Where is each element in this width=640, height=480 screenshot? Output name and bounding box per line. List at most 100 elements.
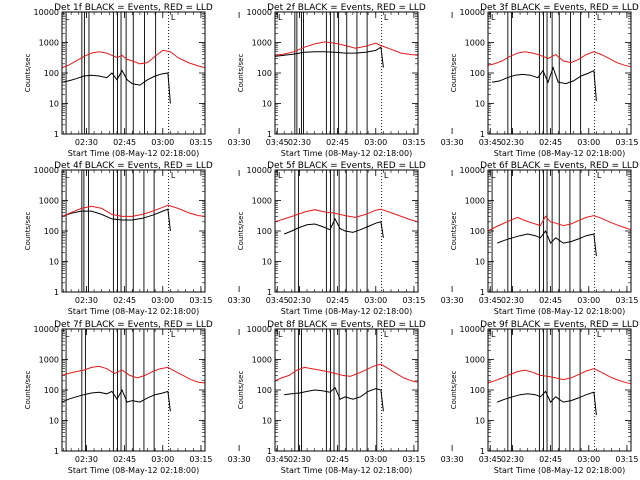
panel-det-7: Det 7f BLACK = Events, RED = LLD Counts/s… [24,320,289,475]
x-tick-label: 03:00 [151,455,174,464]
y-tick-label: 10 [49,100,59,109]
series-line-lld [487,215,632,232]
x-axis-label: Start Time (08-May-12 02:18:00) [494,466,625,475]
y-tick-label: 1000 [39,39,59,48]
marker-letter: L [278,171,283,180]
x-tick-label: 02:30 [288,455,311,464]
panel-det-4: Det 4f BLACK = Events, RED = LLD Counts/s… [24,161,289,316]
x-tick-label: 03:00 [577,455,600,464]
x-tick-label: 02:30 [75,455,98,464]
series-line-events [284,217,384,238]
series-line-events [61,69,171,104]
panel-det-6: Det 6f BLACK = Events, RED = LLD Counts/s… [450,161,639,316]
series-line-lld [61,365,206,384]
y-tick-label: 10000 [247,166,272,175]
x-axis-label: Start Time (08-May-12 02:18:00) [494,149,625,158]
marker-letter: L [65,13,70,22]
y-tick-label: 10 [262,417,272,426]
y-tick-label: 1 [267,447,272,456]
y-tick-label: 100 [44,227,59,236]
x-tick-label: 03:30 [441,138,464,147]
x-tick-label: 03:00 [364,296,387,305]
series-line-lld [61,49,206,69]
x-tick-label: 02:45 [113,296,136,305]
x-tick-label: 02:45 [539,455,562,464]
y-tick-label: 10 [475,417,485,426]
panel-title: Det 4f BLACK = Events, RED = LLD [54,161,213,171]
y-axis-label: Counts/sec [450,371,458,410]
x-tick-label: 03:45 [479,138,502,147]
y-tick-label: 10 [475,258,485,267]
x-tick-label: 02:30 [288,138,311,147]
y-tick-label: 1000 [465,356,485,365]
series-line-events [497,390,597,416]
y-tick-label: 1000 [39,197,59,206]
marker-letter: L [65,330,70,339]
y-tick-label: 10 [49,417,59,426]
y-tick-label: 1000 [252,197,272,206]
y-axis-label: Counts/sec [237,54,245,93]
y-tick-label: 100 [470,386,485,395]
x-tick-label: 03:30 [228,296,251,305]
x-tick-label: 02:45 [326,138,349,147]
panel-title: Det 3f BLACK = Events, RED = LLD [480,3,639,13]
marker-letter: L [491,330,496,339]
y-tick-label: 100 [257,69,272,78]
x-tick-label: 03:00 [364,138,387,147]
y-axis-label: Counts/sec [24,212,32,251]
x-tick-label: 03:00 [151,296,174,305]
plot-frame [487,328,632,452]
marker-letter: L [65,171,70,180]
y-tick-label: 1 [267,130,272,139]
marker-letter: L [278,13,283,22]
y-axis-label: Counts/sec [450,54,458,93]
y-tick-label: 100 [44,386,59,395]
x-axis-label: Start Time (08-May-12 02:18:00) [281,307,412,316]
series-line-lld [274,41,419,56]
x-tick-label: 02:30 [75,296,98,305]
x-tick-label: 02:45 [539,138,562,147]
marker-letter: L [384,330,389,339]
x-tick-label: 03:45 [266,138,289,147]
y-tick-label: 1 [480,447,485,456]
x-tick-label: 03:45 [266,455,289,464]
plot-frame [61,328,206,452]
x-tick-label: 03:15 [189,296,212,305]
y-tick-label: 10000 [34,166,59,175]
x-axis-label: Start Time (08-May-12 02:18:00) [68,307,199,316]
y-tick-label: 1000 [39,356,59,365]
x-tick-label: 03:15 [402,296,425,305]
x-tick-label: 03:15 [402,138,425,147]
y-tick-label: 10000 [460,166,485,175]
series-line-events [497,230,597,257]
y-tick-label: 10 [262,258,272,267]
series-line-lld [487,368,632,385]
y-tick-label: 10000 [34,8,59,17]
panel-det-9: Det 9f BLACK = Events, RED = LLD Counts/s… [450,320,639,475]
x-tick-label: 02:30 [288,296,311,305]
plot-frame [274,328,419,452]
x-tick-label: 03:15 [189,138,212,147]
panel-title: Det 2f BLACK = Events, RED = LLD [267,3,426,13]
x-tick-label: 03:45 [479,455,502,464]
x-tick-label: 03:45 [479,296,502,305]
x-axis-label: Start Time (08-May-12 02:18:00) [68,466,199,475]
x-tick-label: 03:30 [441,455,464,464]
x-tick-label: 02:45 [326,455,349,464]
y-tick-label: 100 [44,69,59,78]
x-tick-label: 03:30 [441,296,464,305]
x-tick-label: 03:00 [577,296,600,305]
x-tick-label: 03:00 [577,138,600,147]
series-line-events [492,66,597,102]
y-axis-label: Counts/sec [24,371,32,410]
marker-letter: L [171,13,176,22]
series-line-events [61,208,171,232]
x-tick-label: 03:30 [228,455,251,464]
y-tick-label: 10 [475,100,485,109]
series-line-events [284,386,384,412]
x-axis-label: Start Time (08-May-12 02:18:00) [494,307,625,316]
x-tick-label: 02:30 [75,138,98,147]
y-tick-label: 10000 [247,8,272,17]
marker-letter: L [278,330,283,339]
